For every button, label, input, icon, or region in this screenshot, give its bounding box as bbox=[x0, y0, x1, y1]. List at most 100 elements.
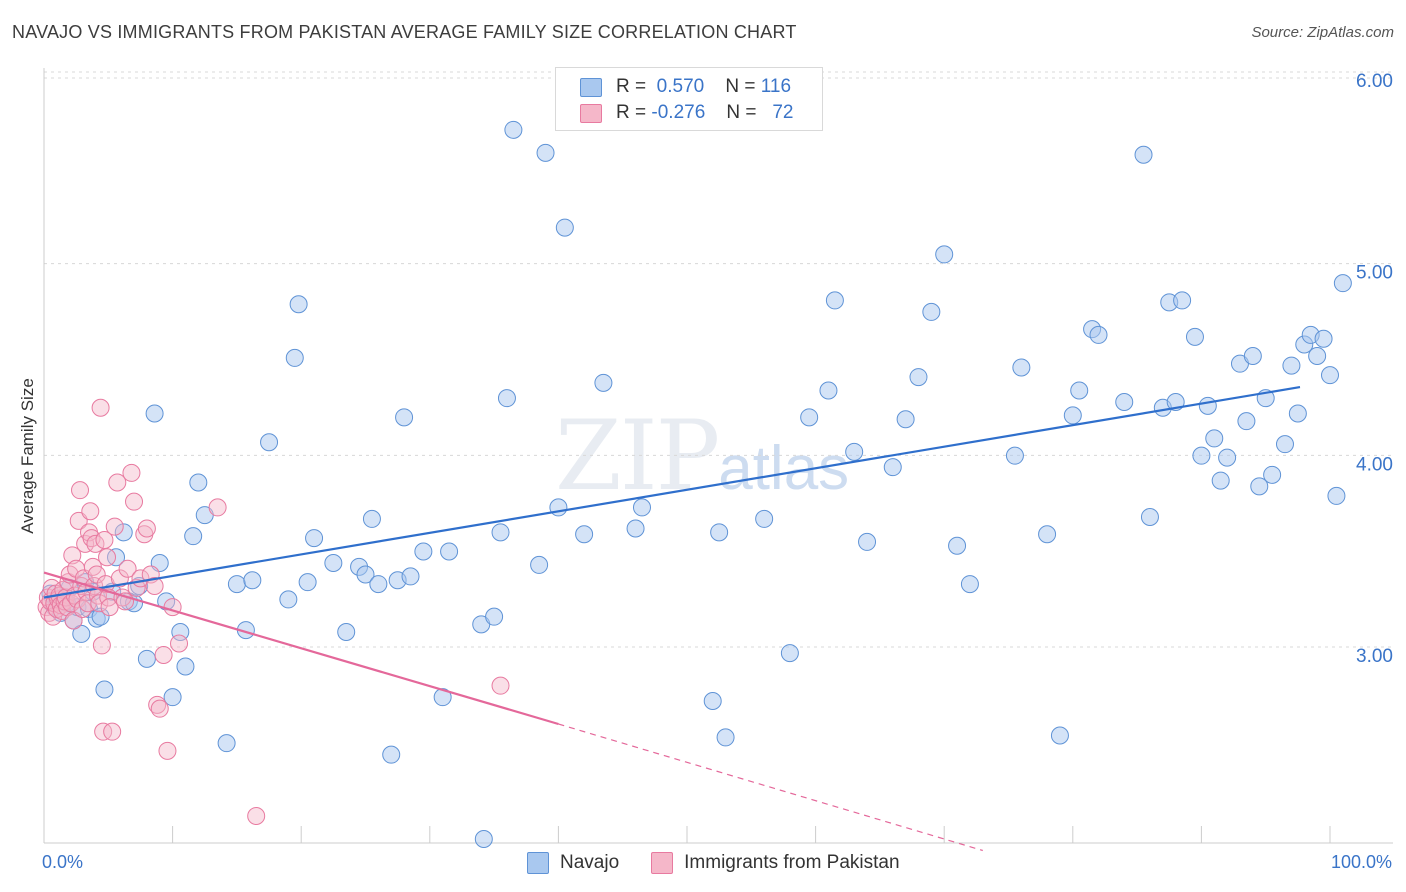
pakistan-trend-extension bbox=[558, 723, 983, 852]
x-axis-min-label: 0.0% bbox=[42, 852, 84, 872]
navajo-point bbox=[137, 649, 156, 668]
navajo-point bbox=[1192, 446, 1211, 465]
pakistan-trend-line bbox=[43, 571, 559, 726]
y-axis-label: Average Family Size bbox=[18, 378, 37, 534]
pakistan-point bbox=[154, 646, 173, 664]
pakistan-point bbox=[125, 492, 144, 511]
navajo-point bbox=[395, 408, 414, 427]
navajo-point bbox=[845, 442, 864, 461]
pakistan-point bbox=[150, 699, 169, 718]
navajo-point bbox=[960, 575, 979, 594]
pakistan-point bbox=[94, 722, 113, 741]
pakistan-legend-swatch bbox=[651, 852, 674, 874]
legend-n-label: N = bbox=[725, 76, 756, 97]
legend-n-label: N = bbox=[726, 102, 757, 123]
pakistan-point bbox=[118, 559, 137, 578]
navajo-point bbox=[95, 680, 114, 699]
navajo-point bbox=[530, 555, 549, 574]
navajo-point bbox=[632, 498, 651, 517]
navajo-point bbox=[107, 548, 126, 567]
navajo-point bbox=[401, 567, 420, 586]
navajo-points bbox=[41, 120, 1352, 848]
navajo-point bbox=[414, 542, 433, 561]
trend-lines bbox=[43, 385, 1301, 852]
x-axis-max-label: 100.0% bbox=[1330, 852, 1392, 872]
navajo-point bbox=[703, 692, 722, 710]
navajo-point bbox=[305, 529, 324, 548]
navajo-point bbox=[1321, 366, 1339, 385]
navajo-point bbox=[626, 519, 645, 538]
navajo-point bbox=[491, 523, 510, 542]
navajo-point bbox=[710, 523, 729, 542]
navajo-point bbox=[1198, 396, 1217, 415]
navajo-point bbox=[1333, 274, 1352, 293]
legend-n-value-pakistan: 72 bbox=[772, 102, 794, 123]
navajo-point bbox=[1012, 358, 1031, 377]
navajo-point bbox=[1063, 406, 1082, 425]
navajo-point bbox=[171, 623, 190, 641]
watermark-zip: ZIP bbox=[555, 400, 720, 512]
pakistan-point bbox=[98, 548, 117, 567]
navajo-point bbox=[1205, 429, 1224, 448]
pakistan-point bbox=[69, 511, 88, 530]
navajo-point bbox=[91, 607, 110, 626]
navajo-point bbox=[780, 644, 799, 663]
navajo-trend-line bbox=[43, 385, 1301, 599]
navajo-point bbox=[1314, 329, 1333, 348]
pakistan-point bbox=[71, 481, 90, 500]
navajo-point bbox=[896, 410, 915, 429]
pakistan-point bbox=[145, 577, 164, 595]
navajo-point bbox=[289, 295, 308, 314]
navajo-point bbox=[594, 373, 613, 392]
navajo-point bbox=[1243, 347, 1262, 365]
watermark: ZIPatlas bbox=[555, 400, 849, 512]
navajo-point bbox=[922, 302, 941, 321]
watermark-atlas: atlas bbox=[718, 434, 850, 503]
navajo-point bbox=[1237, 412, 1256, 431]
navajo-point bbox=[1308, 347, 1327, 365]
pakistan-point bbox=[108, 473, 127, 492]
source-credit: Source: ZipAtlas.com bbox=[1251, 24, 1394, 41]
grid-lines bbox=[44, 71, 1393, 648]
navajo-point bbox=[935, 245, 954, 264]
y-tick-labels: 3.00 4.00 5.00 6.00 bbox=[1356, 71, 1393, 667]
navajo-point bbox=[1089, 325, 1108, 344]
navajo-point bbox=[285, 348, 304, 367]
pakistan-point bbox=[91, 398, 110, 417]
navajo-point bbox=[369, 575, 388, 594]
navajo-point bbox=[536, 143, 555, 162]
navajo-point bbox=[755, 509, 774, 528]
navajo-point bbox=[184, 527, 203, 546]
navajo-point bbox=[1275, 435, 1294, 454]
navajo-point bbox=[114, 523, 133, 542]
legend-row-navajo: R = 0.570 N = 116 bbox=[580, 75, 791, 99]
pakistan-swatch bbox=[580, 103, 602, 123]
navajo-point bbox=[362, 509, 381, 528]
navajo-point bbox=[1218, 448, 1237, 467]
navajo-point bbox=[800, 408, 819, 427]
navajo-point bbox=[1005, 446, 1024, 465]
pakistan-point bbox=[95, 531, 114, 549]
navajo-point bbox=[163, 688, 182, 707]
navajo-point bbox=[1185, 327, 1204, 346]
navajo-point bbox=[260, 433, 279, 452]
navajo-point bbox=[1115, 393, 1134, 411]
legend-r-label: R = bbox=[616, 102, 647, 123]
pakistan-point bbox=[87, 565, 106, 584]
navajo-point bbox=[819, 381, 838, 400]
pakistan-point bbox=[81, 502, 100, 521]
pakistan-point bbox=[73, 600, 92, 618]
correlation-legend: R = 0.570 N = 116 R = -0.276 N = 72 bbox=[555, 67, 823, 131]
legend-n-value-navajo: 116 bbox=[760, 76, 792, 97]
navajo-point bbox=[125, 594, 144, 613]
pakistan-point bbox=[137, 519, 156, 538]
navajo-point bbox=[1250, 477, 1269, 496]
navajo-point bbox=[243, 571, 262, 590]
navajo-point bbox=[227, 575, 246, 594]
pakistan-point bbox=[90, 594, 109, 613]
navajo-point bbox=[497, 389, 516, 408]
pakistan-point bbox=[247, 807, 266, 825]
navajo-point bbox=[504, 120, 523, 139]
navajo-point bbox=[948, 536, 967, 555]
